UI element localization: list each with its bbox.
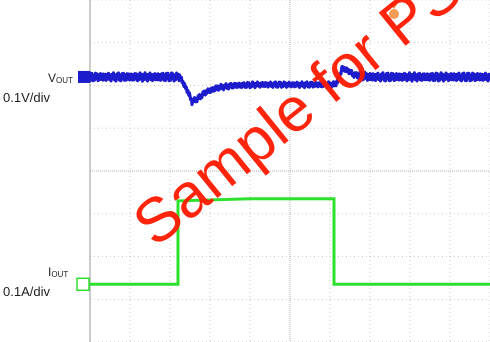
iout-scale-label: 0.1A/div <box>3 284 50 299</box>
vout-label: VOUT <box>48 71 73 85</box>
grid <box>89 0 490 342</box>
vout-channel-marker <box>78 70 90 83</box>
iout-label-sub: OUT <box>51 270 69 279</box>
vout-scale-label: 0.1V/div <box>3 90 50 105</box>
iout-label-name: I <box>48 265 52 279</box>
trigger-marker-dot <box>389 9 399 19</box>
traces <box>88 65 490 286</box>
trigger-marker-arrow <box>390 3 398 9</box>
channel-markers <box>76 70 95 292</box>
iout-trace <box>90 197 490 286</box>
iout-label: IOUT <box>48 265 69 279</box>
vout-channel-marker-tip <box>90 70 95 83</box>
vout-label-sub: OUT <box>56 76 73 85</box>
iout-channel-marker <box>76 277 90 292</box>
vout-trace <box>88 65 490 107</box>
trigger-marker-icon <box>389 3 399 19</box>
vout-label-name: V <box>48 71 57 85</box>
